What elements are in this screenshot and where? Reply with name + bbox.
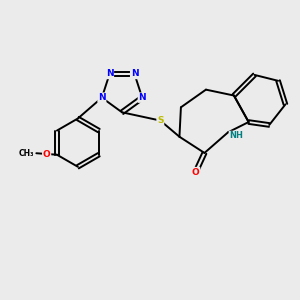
Text: O: O [43, 150, 50, 159]
Text: N: N [98, 93, 106, 102]
Text: CH₃: CH₃ [19, 149, 34, 158]
Text: O: O [192, 168, 200, 177]
Text: S: S [157, 116, 164, 125]
Text: N: N [131, 70, 138, 79]
Text: NH: NH [229, 131, 243, 140]
Text: N: N [106, 70, 113, 79]
Text: N: N [138, 93, 146, 102]
